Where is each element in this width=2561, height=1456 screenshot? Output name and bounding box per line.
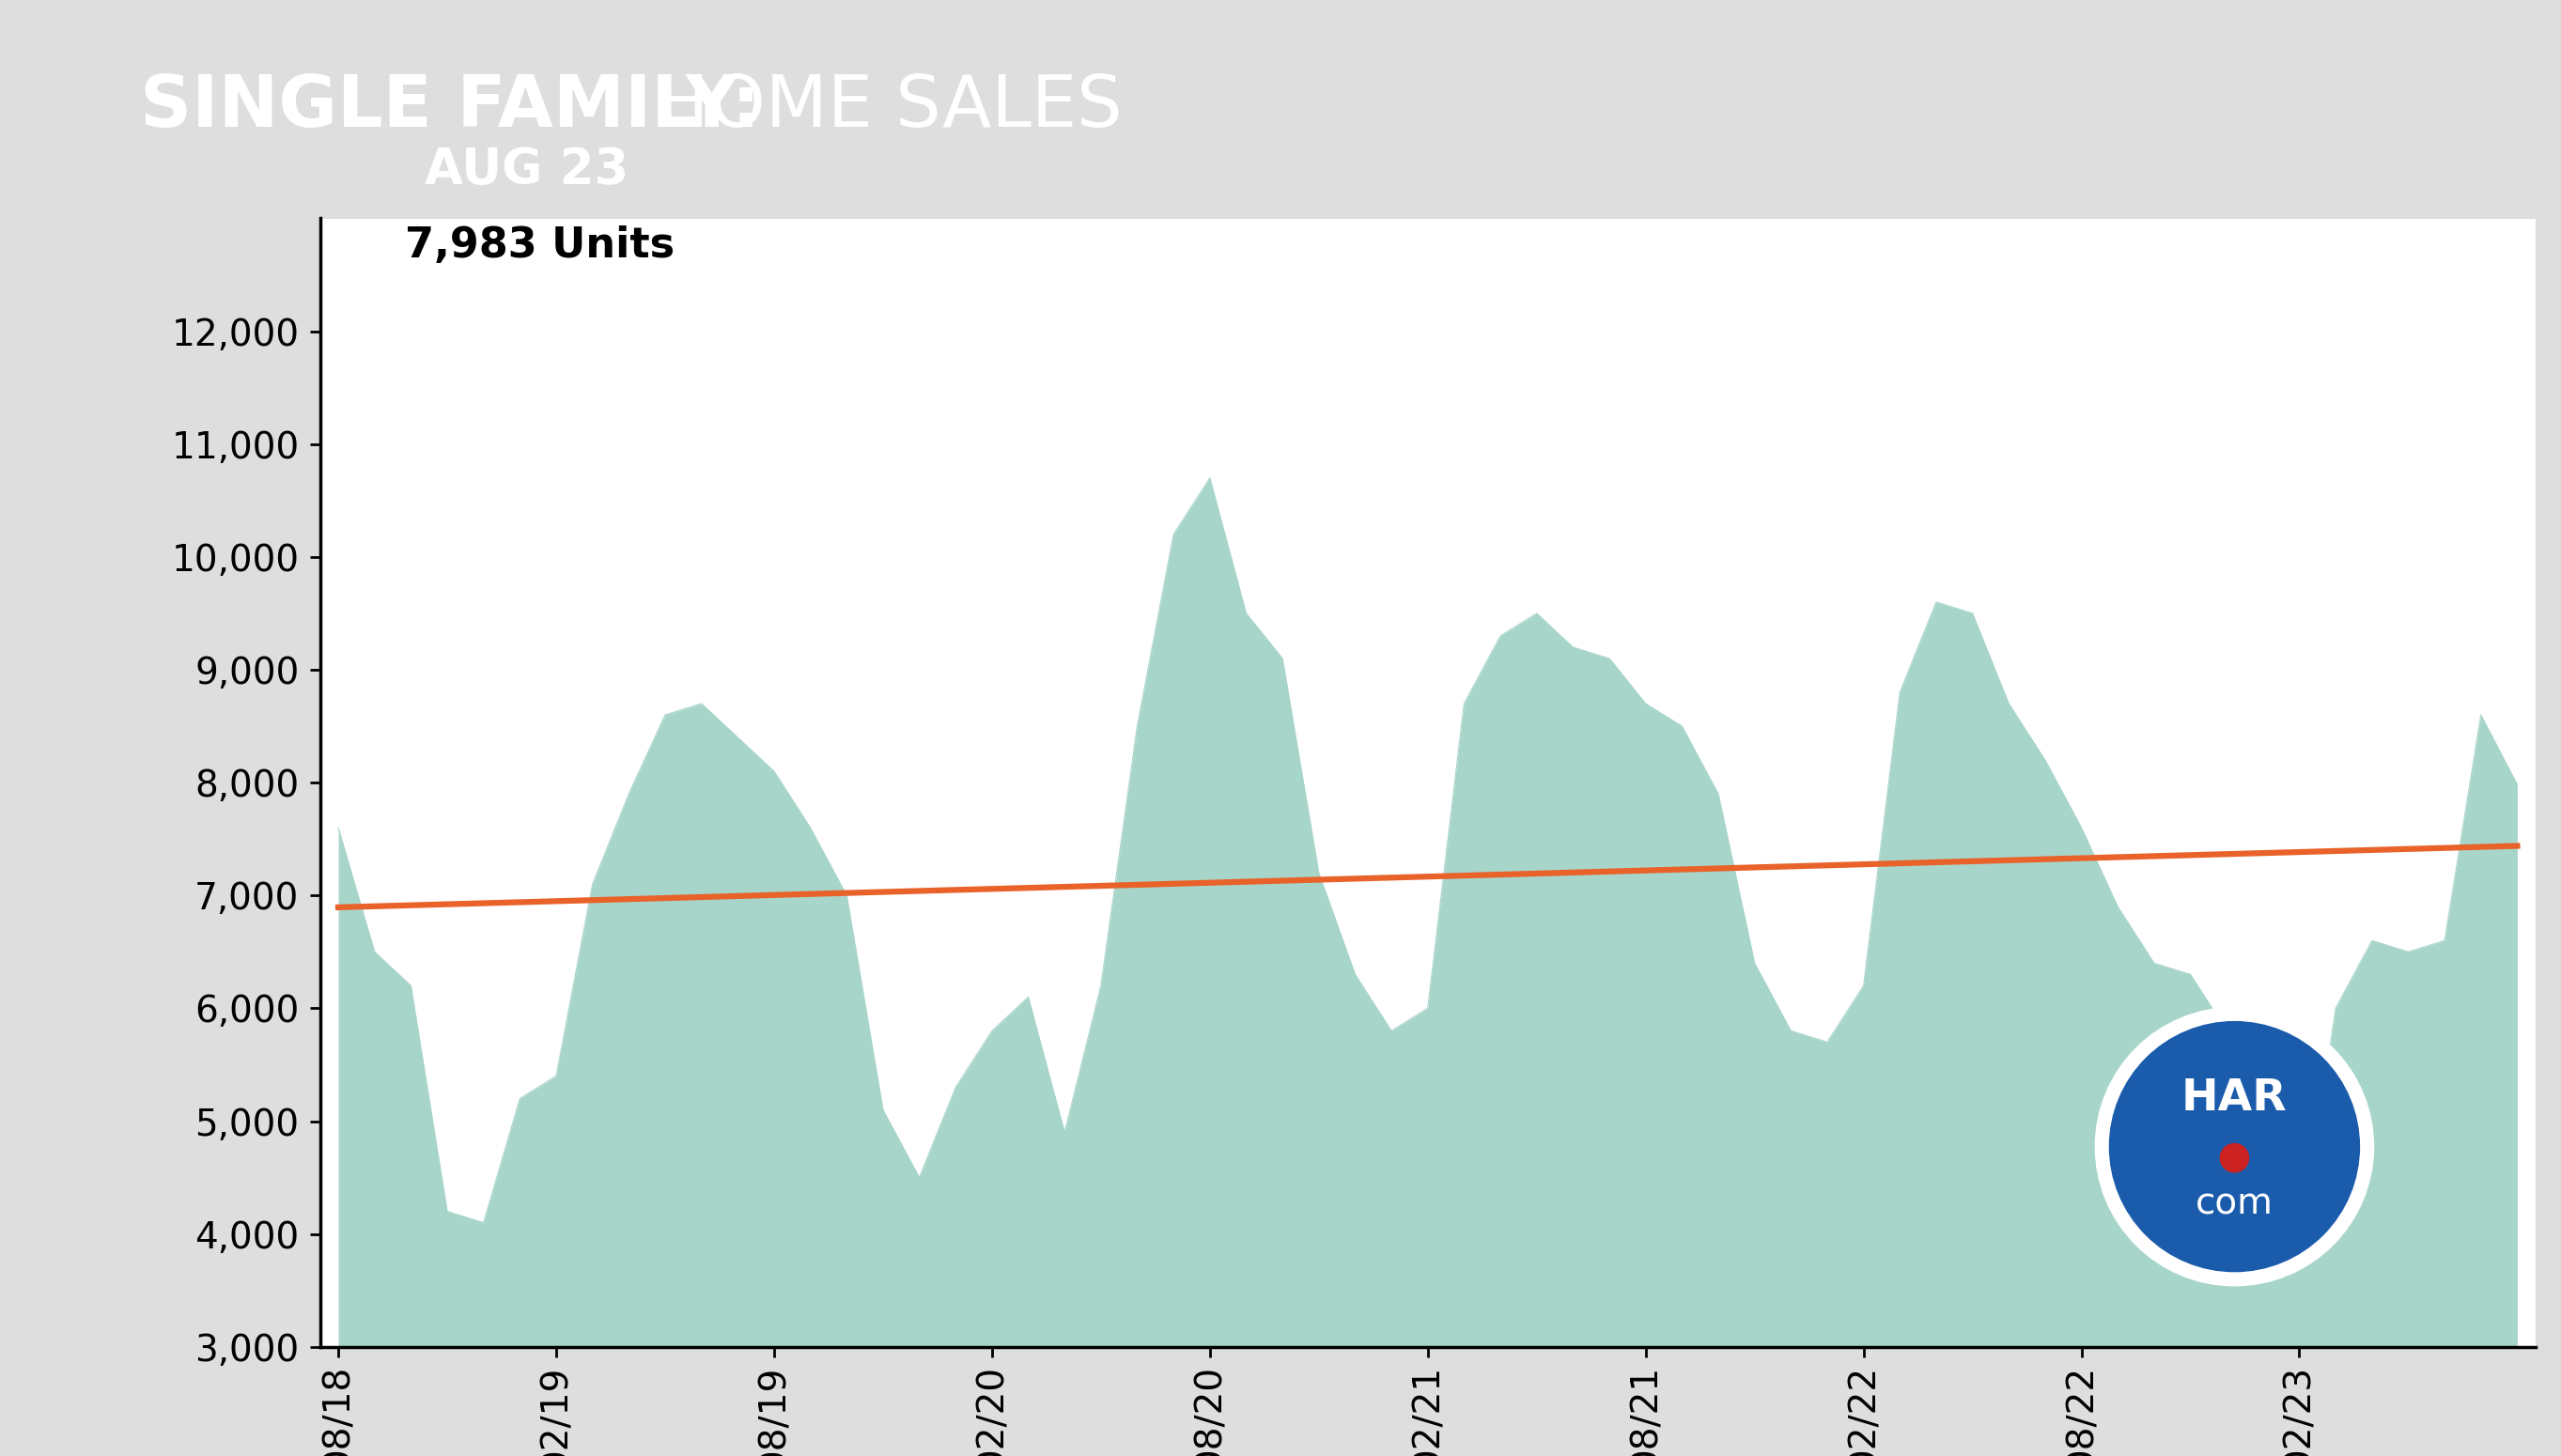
- Text: 7,983 Units: 7,983 Units: [405, 226, 674, 266]
- Circle shape: [2095, 1008, 2374, 1286]
- Text: AUG 23: AUG 23: [425, 146, 627, 195]
- Circle shape: [2110, 1022, 2359, 1271]
- Circle shape: [2220, 1144, 2249, 1172]
- Text: SINGLE FAMILY:: SINGLE FAMILY:: [141, 73, 761, 141]
- Text: com: com: [2195, 1185, 2274, 1222]
- Text: HAR: HAR: [2182, 1077, 2287, 1120]
- Text: HOME SALES: HOME SALES: [633, 73, 1122, 141]
